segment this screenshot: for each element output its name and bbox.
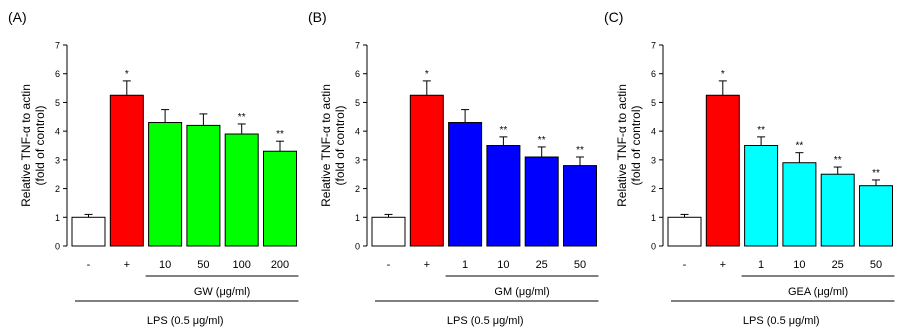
- significance: *: [125, 69, 129, 80]
- bar: [859, 185, 893, 247]
- bar: [148, 122, 183, 247]
- y-tick-label: 1: [55, 213, 60, 223]
- y-tick-label: 2: [355, 184, 360, 194]
- group-label: GEA (μg/ml): [788, 286, 848, 298]
- y-tick-label: 1: [651, 213, 656, 223]
- y-tick-label: 6: [55, 69, 60, 79]
- y-tick-label: 0: [355, 242, 360, 252]
- panel-label: (A): [8, 9, 27, 25]
- bar: [224, 133, 259, 247]
- x-tick-label: +: [424, 259, 430, 271]
- x-tick-label: 100: [233, 259, 251, 271]
- x-tick-label: 25: [832, 259, 844, 271]
- y-tick-label: 7: [651, 41, 656, 51]
- significance: **: [500, 125, 508, 136]
- x-tick-label: 50: [574, 259, 586, 271]
- x-tick-label: -: [87, 259, 91, 271]
- y-tick-label: 4: [651, 127, 656, 137]
- x-tick-label: 10: [159, 259, 171, 271]
- bar: [524, 156, 559, 247]
- bar: [263, 150, 297, 247]
- y-axis-label: (fold of control): [333, 105, 347, 185]
- y-tick-label: 3: [355, 155, 360, 165]
- bar: [820, 173, 855, 247]
- bar: [667, 216, 702, 247]
- y-tick-label: 3: [651, 155, 656, 165]
- bar: [71, 216, 106, 247]
- bar: [563, 165, 597, 247]
- x-tick-label: 50: [870, 259, 882, 271]
- y-axis-label: (fold of control): [629, 105, 643, 185]
- bar: [705, 94, 740, 247]
- y-tick-label: 6: [355, 69, 360, 79]
- significance: *: [721, 69, 725, 80]
- y-axis-label: (fold of control): [33, 105, 47, 185]
- outer-label: LPS (0.5 μg/ml): [743, 315, 820, 327]
- bar: [371, 216, 406, 247]
- significance: **: [538, 135, 546, 146]
- significance: **: [796, 141, 804, 152]
- significance: *: [425, 69, 429, 80]
- panel-label: (B): [308, 9, 327, 25]
- x-tick-label: -: [683, 259, 687, 271]
- y-tick-label: 7: [55, 41, 60, 51]
- y-tick-label: 2: [651, 184, 656, 194]
- y-tick-label: 5: [55, 98, 60, 108]
- significance: **: [238, 112, 246, 123]
- outer-label: LPS (0.5 μg/ml): [447, 315, 524, 327]
- x-tick-label: 10: [793, 259, 805, 271]
- significance: **: [576, 145, 584, 156]
- x-tick-label: 1: [462, 259, 468, 271]
- significance: **: [757, 125, 765, 136]
- y-tick-label: 6: [651, 69, 656, 79]
- y-tick-label: 7: [355, 41, 360, 51]
- bar: [448, 122, 483, 247]
- outer-label: LPS (0.5 μg/ml): [147, 315, 224, 327]
- panel-label: (C): [604, 9, 623, 25]
- bar: [744, 145, 779, 247]
- bar: [486, 145, 521, 247]
- bar: [109, 94, 144, 247]
- y-axis-label: Relative TNF-α to actin: [19, 84, 33, 207]
- group-label: GM (μg/ml): [494, 286, 549, 298]
- y-tick-label: 2: [55, 184, 60, 194]
- x-tick-label: 50: [197, 259, 209, 271]
- x-tick-label: +: [720, 259, 726, 271]
- significance: **: [872, 168, 880, 179]
- bar: [409, 94, 444, 247]
- y-tick-label: 1: [355, 213, 360, 223]
- bar: [186, 124, 221, 247]
- x-tick-label: -: [387, 259, 391, 271]
- x-tick-label: +: [124, 259, 130, 271]
- y-tick-label: 4: [55, 127, 60, 137]
- y-axis-label: Relative TNF-α to actin: [615, 84, 629, 207]
- group-label: GW (μg/ml): [194, 286, 250, 298]
- y-tick-label: 5: [355, 98, 360, 108]
- y-axis-label: Relative TNF-α to actin: [319, 84, 333, 207]
- significance: **: [276, 129, 284, 140]
- significance: **: [834, 155, 842, 166]
- y-tick-label: 4: [355, 127, 360, 137]
- bar: [782, 162, 817, 247]
- x-tick-label: 25: [536, 259, 548, 271]
- y-tick-label: 0: [55, 242, 60, 252]
- x-tick-label: 200: [271, 259, 289, 271]
- x-tick-label: 10: [497, 259, 509, 271]
- y-tick-label: 3: [55, 155, 60, 165]
- y-tick-label: 0: [651, 242, 656, 252]
- y-tick-label: 5: [651, 98, 656, 108]
- x-tick-label: 1: [758, 259, 764, 271]
